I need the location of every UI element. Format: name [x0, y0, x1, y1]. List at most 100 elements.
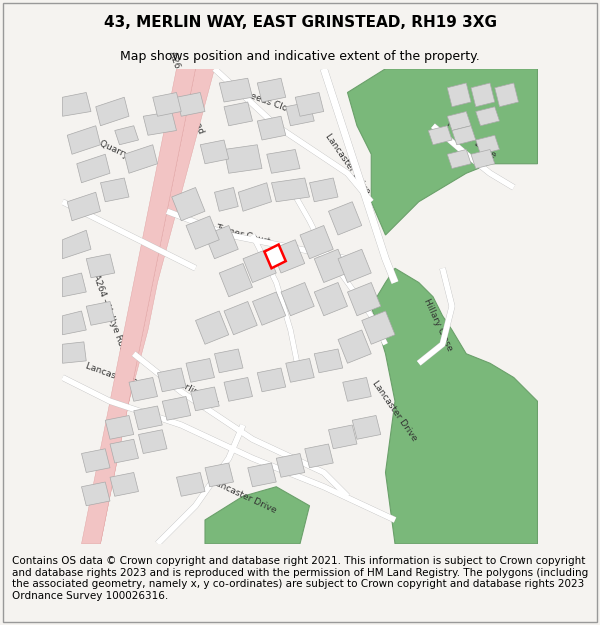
Polygon shape	[347, 282, 381, 316]
Polygon shape	[82, 69, 196, 544]
Polygon shape	[343, 378, 371, 401]
Polygon shape	[105, 416, 134, 439]
Polygon shape	[447, 149, 471, 169]
Polygon shape	[452, 126, 476, 145]
Polygon shape	[271, 240, 305, 273]
Polygon shape	[447, 83, 471, 107]
Polygon shape	[224, 301, 257, 335]
Polygon shape	[86, 254, 115, 278]
Polygon shape	[257, 368, 286, 392]
Polygon shape	[96, 98, 129, 126]
Polygon shape	[281, 282, 314, 316]
Polygon shape	[62, 230, 91, 259]
Polygon shape	[153, 92, 181, 116]
Polygon shape	[310, 178, 338, 202]
Text: Contains OS data © Crown copyright and database right 2021. This information is : Contains OS data © Crown copyright and d…	[12, 556, 588, 601]
Polygon shape	[428, 126, 452, 145]
Text: Turner Court: Turner Court	[215, 223, 271, 247]
Text: Hillary Close: Hillary Close	[422, 298, 454, 353]
Text: Smeeds Close: Smeeds Close	[235, 87, 298, 117]
Text: 43, MERLIN WAY, EAST GRINSTEAD, RH19 3XG: 43, MERLIN WAY, EAST GRINSTEAD, RH19 3XG	[104, 15, 497, 30]
Polygon shape	[100, 178, 129, 202]
Polygon shape	[77, 154, 110, 182]
Polygon shape	[134, 406, 162, 430]
Polygon shape	[205, 226, 238, 259]
Polygon shape	[257, 116, 286, 140]
Polygon shape	[238, 182, 271, 211]
Polygon shape	[243, 249, 276, 282]
Polygon shape	[191, 387, 219, 411]
Polygon shape	[253, 292, 286, 325]
Polygon shape	[257, 78, 286, 102]
Polygon shape	[215, 188, 238, 211]
Polygon shape	[338, 249, 371, 282]
Polygon shape	[352, 416, 381, 439]
Text: Quarry Rise: Quarry Rise	[98, 139, 150, 169]
Polygon shape	[186, 216, 219, 249]
Polygon shape	[224, 378, 253, 401]
Polygon shape	[286, 102, 314, 126]
Polygon shape	[139, 430, 167, 454]
Polygon shape	[295, 92, 324, 116]
Polygon shape	[267, 149, 300, 173]
Polygon shape	[314, 349, 343, 372]
Polygon shape	[476, 107, 499, 126]
Polygon shape	[172, 188, 205, 221]
Polygon shape	[200, 140, 229, 164]
Polygon shape	[62, 273, 86, 297]
Polygon shape	[205, 463, 233, 487]
Polygon shape	[314, 249, 347, 282]
Text: Lancaster Drive: Lancaster Drive	[85, 361, 155, 394]
Text: Fulmar Drive: Fulmar Drive	[445, 119, 497, 161]
Polygon shape	[143, 111, 176, 135]
Polygon shape	[224, 145, 262, 173]
Polygon shape	[371, 268, 538, 544]
Polygon shape	[162, 396, 191, 420]
Polygon shape	[110, 439, 139, 463]
Text: A264 - Holtye Road: A264 - Holtye Road	[91, 273, 129, 358]
Polygon shape	[224, 102, 253, 126]
Polygon shape	[110, 472, 139, 496]
Text: Merlin Way: Merlin Way	[171, 376, 220, 408]
Text: Lancaster Drive: Lancaster Drive	[209, 477, 277, 516]
Polygon shape	[265, 244, 286, 268]
Polygon shape	[219, 264, 253, 297]
Polygon shape	[215, 349, 243, 372]
Polygon shape	[124, 145, 157, 173]
Polygon shape	[329, 202, 362, 235]
Polygon shape	[271, 178, 310, 202]
Polygon shape	[129, 378, 157, 401]
Text: Lancaster Drive: Lancaster Drive	[371, 379, 419, 442]
Polygon shape	[447, 111, 471, 131]
Polygon shape	[62, 92, 91, 116]
Polygon shape	[248, 463, 276, 487]
Polygon shape	[62, 342, 86, 363]
Text: Map shows position and indicative extent of the property.: Map shows position and indicative extent…	[120, 50, 480, 62]
Polygon shape	[286, 359, 314, 382]
Polygon shape	[347, 69, 538, 235]
Polygon shape	[476, 135, 499, 154]
Polygon shape	[82, 449, 110, 472]
Polygon shape	[338, 330, 371, 363]
Polygon shape	[276, 454, 305, 478]
Polygon shape	[86, 301, 115, 325]
Polygon shape	[176, 92, 205, 116]
Polygon shape	[186, 359, 215, 382]
Polygon shape	[205, 487, 310, 544]
Polygon shape	[300, 226, 333, 259]
Polygon shape	[62, 311, 86, 335]
Polygon shape	[67, 192, 100, 221]
Polygon shape	[100, 69, 215, 544]
Polygon shape	[329, 425, 357, 449]
Polygon shape	[157, 368, 186, 392]
Text: Lancaster Drive: Lancaster Drive	[323, 132, 371, 196]
Polygon shape	[115, 126, 139, 145]
Polygon shape	[471, 149, 495, 169]
Polygon shape	[362, 311, 395, 344]
Polygon shape	[176, 472, 205, 496]
Polygon shape	[314, 282, 347, 316]
Polygon shape	[305, 444, 333, 468]
Polygon shape	[495, 83, 518, 107]
Polygon shape	[67, 126, 100, 154]
Polygon shape	[196, 311, 229, 344]
